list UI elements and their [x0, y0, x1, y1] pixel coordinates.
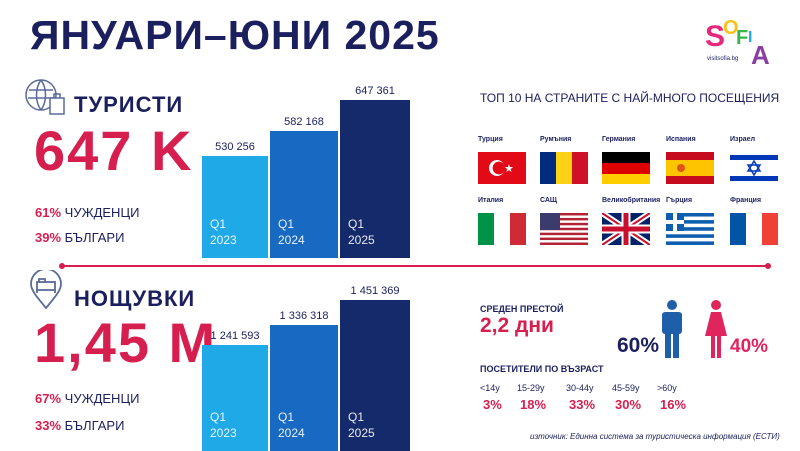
- age-heading: ПОСЕТИТЕЛИ ПО ВЪЗРАСТ: [480, 364, 604, 374]
- country-label: Израел: [730, 136, 756, 143]
- age-group-label: 30-44y: [566, 383, 594, 393]
- country-label: САЩ: [540, 197, 558, 204]
- bar-category-label: Q1 2023: [210, 409, 237, 440]
- tourists-foreign: 61% ЧУЖДЕНЦИ: [35, 205, 140, 220]
- stay-value: 2,2 дни: [480, 314, 554, 337]
- bar-category-label: Q1 2025: [348, 217, 375, 247]
- bar-value-label: 1 451 369: [350, 285, 400, 297]
- age-group-pct: 33%: [569, 397, 596, 412]
- flag-icon: [602, 152, 650, 184]
- age-group-pct: 18%: [520, 397, 547, 412]
- bar: Q1 2025: [340, 100, 410, 258]
- country-label: Великобритания: [602, 197, 661, 204]
- page-title: ЯНУАРИ–ЮНИ 2025: [30, 12, 440, 58]
- bar-category-label: Q1 2024: [278, 409, 305, 440]
- bed-icon: [26, 268, 66, 315]
- section-divider: [62, 265, 768, 267]
- bar-value-label: 530 256: [215, 141, 255, 154]
- bar-value-label: 582 168: [284, 116, 324, 129]
- female-pct: 40%: [730, 336, 769, 357]
- svg-text:★: ★: [504, 163, 514, 175]
- female-icon: [703, 300, 729, 363]
- nights-foreign: 67% ЧУЖДЕНЦИ: [35, 391, 140, 406]
- divider-dot: [59, 263, 65, 269]
- flag-icon: [540, 152, 588, 184]
- bar-value-label: 1 336 318: [279, 309, 329, 322]
- bar: Q1 2025: [340, 300, 410, 451]
- age-group-pct: 16%: [660, 397, 687, 412]
- svg-text:F: F: [736, 27, 748, 49]
- bar-category-label: Q1 2023: [210, 216, 237, 247]
- globe-luggage-icon: [24, 78, 68, 121]
- svg-text:I: I: [748, 29, 752, 46]
- flag-icon: [666, 152, 714, 184]
- age-group-label: 15-29y: [517, 383, 545, 393]
- male-pct: 60%: [617, 334, 660, 357]
- nights-heading: НОЩУВКИ: [74, 286, 196, 311]
- bar-value-label: 1 241 593: [210, 329, 260, 342]
- age-group-pct: 30%: [615, 397, 642, 412]
- bar-category-label: Q1 2024: [278, 216, 305, 247]
- flag-icon: ★: [478, 152, 526, 184]
- stay-label: СРЕДЕН ПРЕСТОЙ: [480, 304, 564, 314]
- bar: Q1 2023: [202, 156, 268, 258]
- country-label: Турция: [478, 136, 503, 143]
- svg-text:S: S: [705, 20, 725, 53]
- svg-text:visitsofia.bg: visitsofia.bg: [707, 56, 738, 62]
- age-group-label: <14y: [480, 383, 500, 393]
- svg-text:O: O: [723, 17, 739, 39]
- tourists-heading: ТУРИСТИ: [74, 92, 184, 117]
- bar-category-label: Q1 2025: [348, 410, 375, 440]
- nights-bulgarian: 33% БЪЛГАРИ: [35, 418, 125, 433]
- country-label: Румъния: [540, 136, 572, 143]
- flag-icon: [666, 213, 714, 245]
- top10-heading: ТОП 10 НА СТРАНИТЕ С НАЙ-МНОГО ПОСЕЩЕНИЯ: [480, 91, 780, 105]
- svg-text:A: A: [751, 40, 770, 68]
- country-label: Италия: [478, 197, 504, 204]
- bar-value-label: 647 361: [355, 85, 395, 97]
- country-label: Германия: [602, 136, 636, 143]
- tourists-bulgarian: 39% БЪЛГАРИ: [35, 230, 125, 245]
- age-group-label: 45-59y: [612, 383, 640, 393]
- flag-icon: [478, 213, 526, 245]
- source-note: източник: Единна система за туристическа…: [530, 432, 780, 441]
- bar: Q1 2023: [202, 344, 268, 451]
- sofia-logo: S O F I A visitsofia.bg: [703, 8, 773, 70]
- bar: Q1 2024: [270, 131, 338, 258]
- divider-dot: [765, 263, 771, 269]
- flag-icon: [540, 213, 588, 245]
- flag-icon: [730, 152, 778, 184]
- flag-icon: [730, 213, 778, 245]
- country-label: Гърция: [666, 197, 693, 204]
- nights-total: 1,45 M: [34, 311, 218, 374]
- country-label: Франция: [730, 197, 762, 204]
- bar: Q1 2024: [270, 324, 338, 451]
- tourists-total: 647 K: [34, 119, 194, 182]
- flag-icon: [602, 213, 650, 245]
- age-group-label: >60y: [657, 383, 677, 393]
- country-label: Испания: [666, 136, 696, 143]
- age-group-pct: 3%: [483, 397, 502, 412]
- male-icon: [660, 300, 684, 363]
